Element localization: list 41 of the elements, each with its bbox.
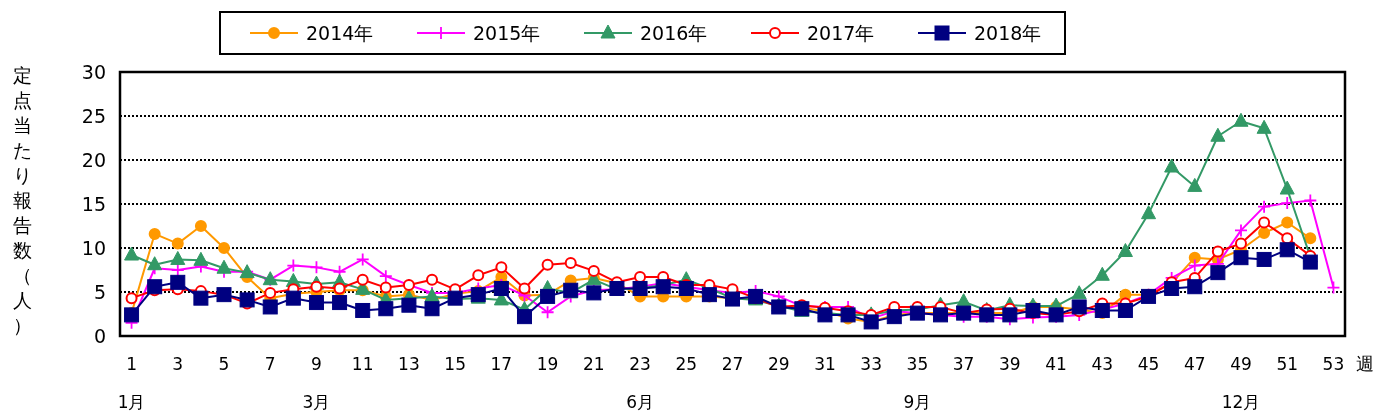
x-tick-label: 53 — [1322, 354, 1345, 374]
legend-label: 2015年 — [473, 22, 541, 44]
legend-label: 2018年 — [974, 22, 1042, 44]
x-tick-label: 41 — [1045, 354, 1067, 374]
x-tick-label: 39 — [999, 354, 1021, 374]
y-tick-label: 10 — [81, 237, 106, 259]
x-tick-label: 3 — [172, 354, 184, 374]
y-tick-label: 0 — [93, 325, 106, 347]
y-tick-label: 20 — [81, 149, 106, 171]
x-tick-label: 49 12月 — [1221, 354, 1261, 412]
x-tick-label: 33 — [860, 354, 882, 374]
legend-label: 2017年 — [807, 22, 875, 44]
x-tick-label: 11 — [351, 354, 374, 374]
x-tick-label: 13 — [398, 354, 420, 374]
x-tick-label: 1 1月 — [117, 354, 146, 412]
x-tick-label: 35 9月 — [903, 354, 932, 412]
x-tick-label: 27 — [721, 354, 744, 374]
x-tick-label: 5 — [218, 354, 230, 374]
legend-label: 2014年 — [306, 22, 374, 44]
x-tick-label: 51 — [1276, 354, 1299, 374]
x-tick-label: 7 — [264, 354, 276, 374]
x-tick-label: 23 6月 — [626, 354, 654, 412]
y-tick-label: 5 — [93, 281, 106, 303]
x-tick-label: 15 — [444, 354, 466, 374]
x-tick-label: 19 — [536, 354, 559, 374]
y-tick-label: 30 — [81, 61, 106, 83]
y-tick-label: 25 — [81, 105, 106, 127]
x-tick-label: 47 — [1183, 354, 1206, 374]
y-tick-label: 15 — [81, 193, 106, 215]
x-tick-label: 37 — [952, 354, 975, 374]
x-tick-label: 45 — [1137, 354, 1160, 374]
x-axis-title: 週 — [1356, 353, 1373, 374]
x-tick-label: 17 — [490, 354, 513, 374]
x-tick-label: 31 — [814, 354, 836, 374]
x-tick-label: 43 — [1091, 354, 1114, 374]
text: 定点当たり報告数（人） — [12, 64, 32, 336]
x-tick-label: 21 — [583, 354, 605, 374]
legend-label: 2016年 — [640, 22, 708, 44]
x-tick-label: 25 — [675, 354, 698, 374]
x-tick-label: 9 3月 — [302, 354, 331, 412]
x-tick-label: 29 — [767, 354, 790, 374]
